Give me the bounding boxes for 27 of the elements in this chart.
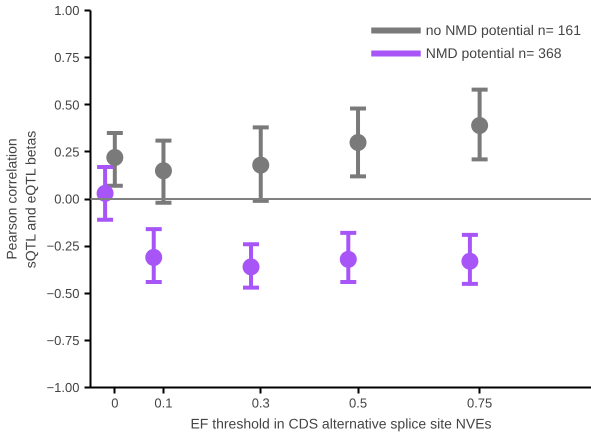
x-tick-label: 0.1	[154, 396, 173, 410]
y-axis-title: Pearson correlation sQTL and eQTL betas	[3, 130, 39, 268]
x-axis-title: EF threshold in CDS alternative splice site NVEs	[190, 416, 492, 432]
y-tick-label: 0.25	[54, 144, 80, 160]
legend-label: NMD potential n= 368	[426, 45, 562, 61]
x-tick-label: 0.3	[252, 396, 270, 410]
legend-label: no NMD potential n= 161	[426, 22, 581, 38]
point	[145, 248, 162, 266]
x-tick-label: 0	[111, 396, 118, 410]
y-tick-label: 0.75	[54, 50, 80, 66]
y-tick-label: 0.00	[54, 192, 80, 206]
x-tick-label: 0.75	[466, 396, 492, 410]
point	[461, 252, 478, 270]
y-tick-label: −1.00	[46, 380, 80, 395]
x-tick-label: 0.5	[348, 396, 368, 410]
point	[350, 134, 367, 151]
y-tick-label: −0.75	[46, 332, 80, 348]
point	[106, 149, 124, 166]
point	[340, 250, 357, 268]
y-tick-label: −0.50	[46, 286, 80, 301]
point	[242, 258, 260, 276]
y-tick-label: 0.50	[54, 97, 80, 112]
point	[252, 156, 270, 174]
point	[471, 117, 488, 134]
point	[154, 162, 172, 180]
y-tick-label: 1.00	[54, 3, 80, 18]
y-tick-label: −0.25	[46, 238, 80, 254]
